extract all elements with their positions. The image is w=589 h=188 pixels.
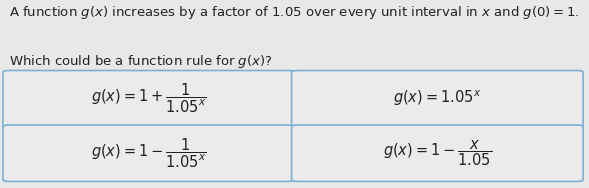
- FancyBboxPatch shape: [3, 70, 294, 127]
- FancyBboxPatch shape: [292, 125, 583, 181]
- Text: $g(x) = 1 - \dfrac{x}{1.05}$: $g(x) = 1 - \dfrac{x}{1.05}$: [383, 138, 492, 168]
- FancyBboxPatch shape: [292, 70, 583, 127]
- Text: $g(x) = 1 + \dfrac{1}{1.05^x}$: $g(x) = 1 + \dfrac{1}{1.05^x}$: [91, 82, 207, 115]
- Text: $g(x) = 1.05^x$: $g(x) = 1.05^x$: [393, 89, 481, 108]
- Text: $g(x) = 1 - \dfrac{1}{1.05^x}$: $g(x) = 1 - \dfrac{1}{1.05^x}$: [91, 137, 207, 170]
- Text: Which could be a function rule for $g(x)$?: Which could be a function rule for $g(x)…: [9, 53, 272, 70]
- Text: A function $g(x)$ increases by a factor of 1.05 over every unit interval in $x$ : A function $g(x)$ increases by a factor …: [9, 4, 579, 21]
- FancyBboxPatch shape: [3, 125, 294, 181]
